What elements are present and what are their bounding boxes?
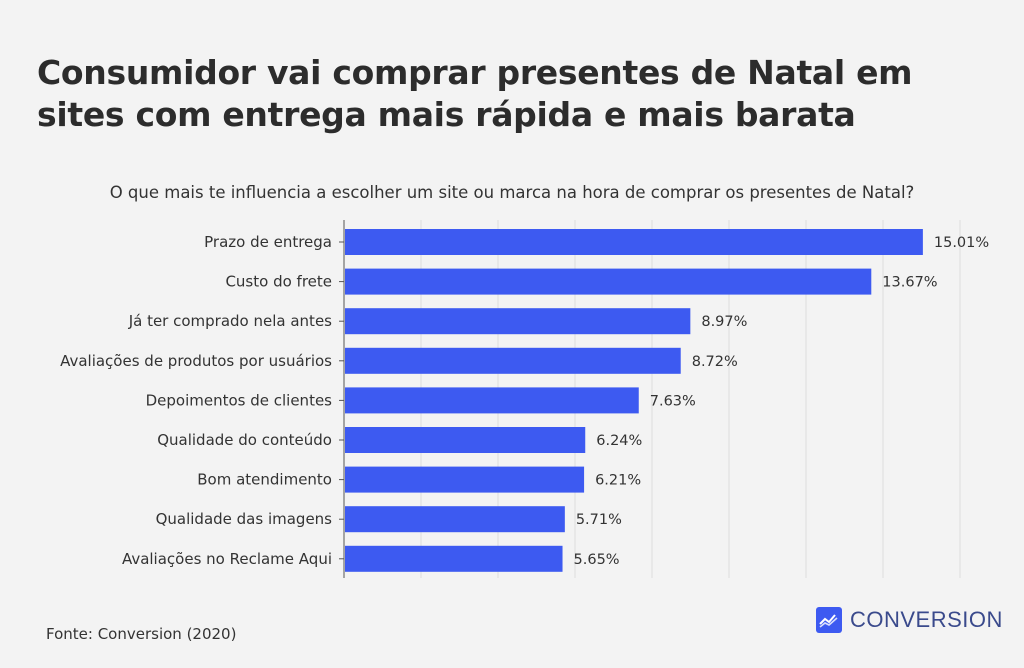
category-label: Depoimentos de clientes: [146, 391, 333, 409]
bar: [345, 268, 872, 295]
value-label: 15.01%: [934, 235, 989, 251]
chart-title: Consumidor vai comprar presentes de Nata…: [37, 53, 913, 134]
value-label: 6.21%: [595, 473, 641, 489]
category-label: Avaliações no Reclame Aqui: [122, 550, 332, 568]
source-note: Fonte: Conversion (2020): [46, 625, 237, 643]
category-label: Custo do frete: [225, 273, 332, 291]
value-label: 7.63%: [650, 393, 696, 409]
bar: [345, 466, 585, 493]
value-label: 8.97%: [701, 314, 747, 330]
value-label: 5.65%: [574, 552, 620, 568]
bar: [345, 308, 691, 335]
bar: [345, 347, 681, 374]
chart-trend-icon: [816, 607, 842, 633]
bar: [345, 387, 639, 414]
bar: [345, 506, 565, 533]
value-label: 8.72%: [692, 354, 738, 370]
category-label: Qualidade das imagens: [156, 510, 333, 528]
value-label: 6.24%: [596, 433, 642, 449]
value-label: 5.71%: [576, 512, 622, 528]
value-label: 13.67%: [882, 275, 937, 291]
bar: [345, 545, 563, 572]
category-label: Bom atendimento: [197, 471, 332, 489]
chart-question: O que mais te influencia a escolher um s…: [109, 183, 915, 202]
bar-chart: Prazo de entrega 15.01% Custo do frete 13.6…: [60, 220, 989, 578]
bar: [345, 229, 923, 255]
category-label: Avaliações de produtos por usuários: [60, 352, 332, 370]
category-label: Já ter comprado nela antes: [128, 312, 332, 330]
category-label: Qualidade do conteúdo: [157, 431, 332, 449]
brand-name: CONVERSION: [850, 607, 1003, 632]
category-label: Prazo de entrega: [204, 233, 332, 251]
bar: [345, 427, 586, 453]
brand-logo: CONVERSION: [816, 607, 1003, 633]
